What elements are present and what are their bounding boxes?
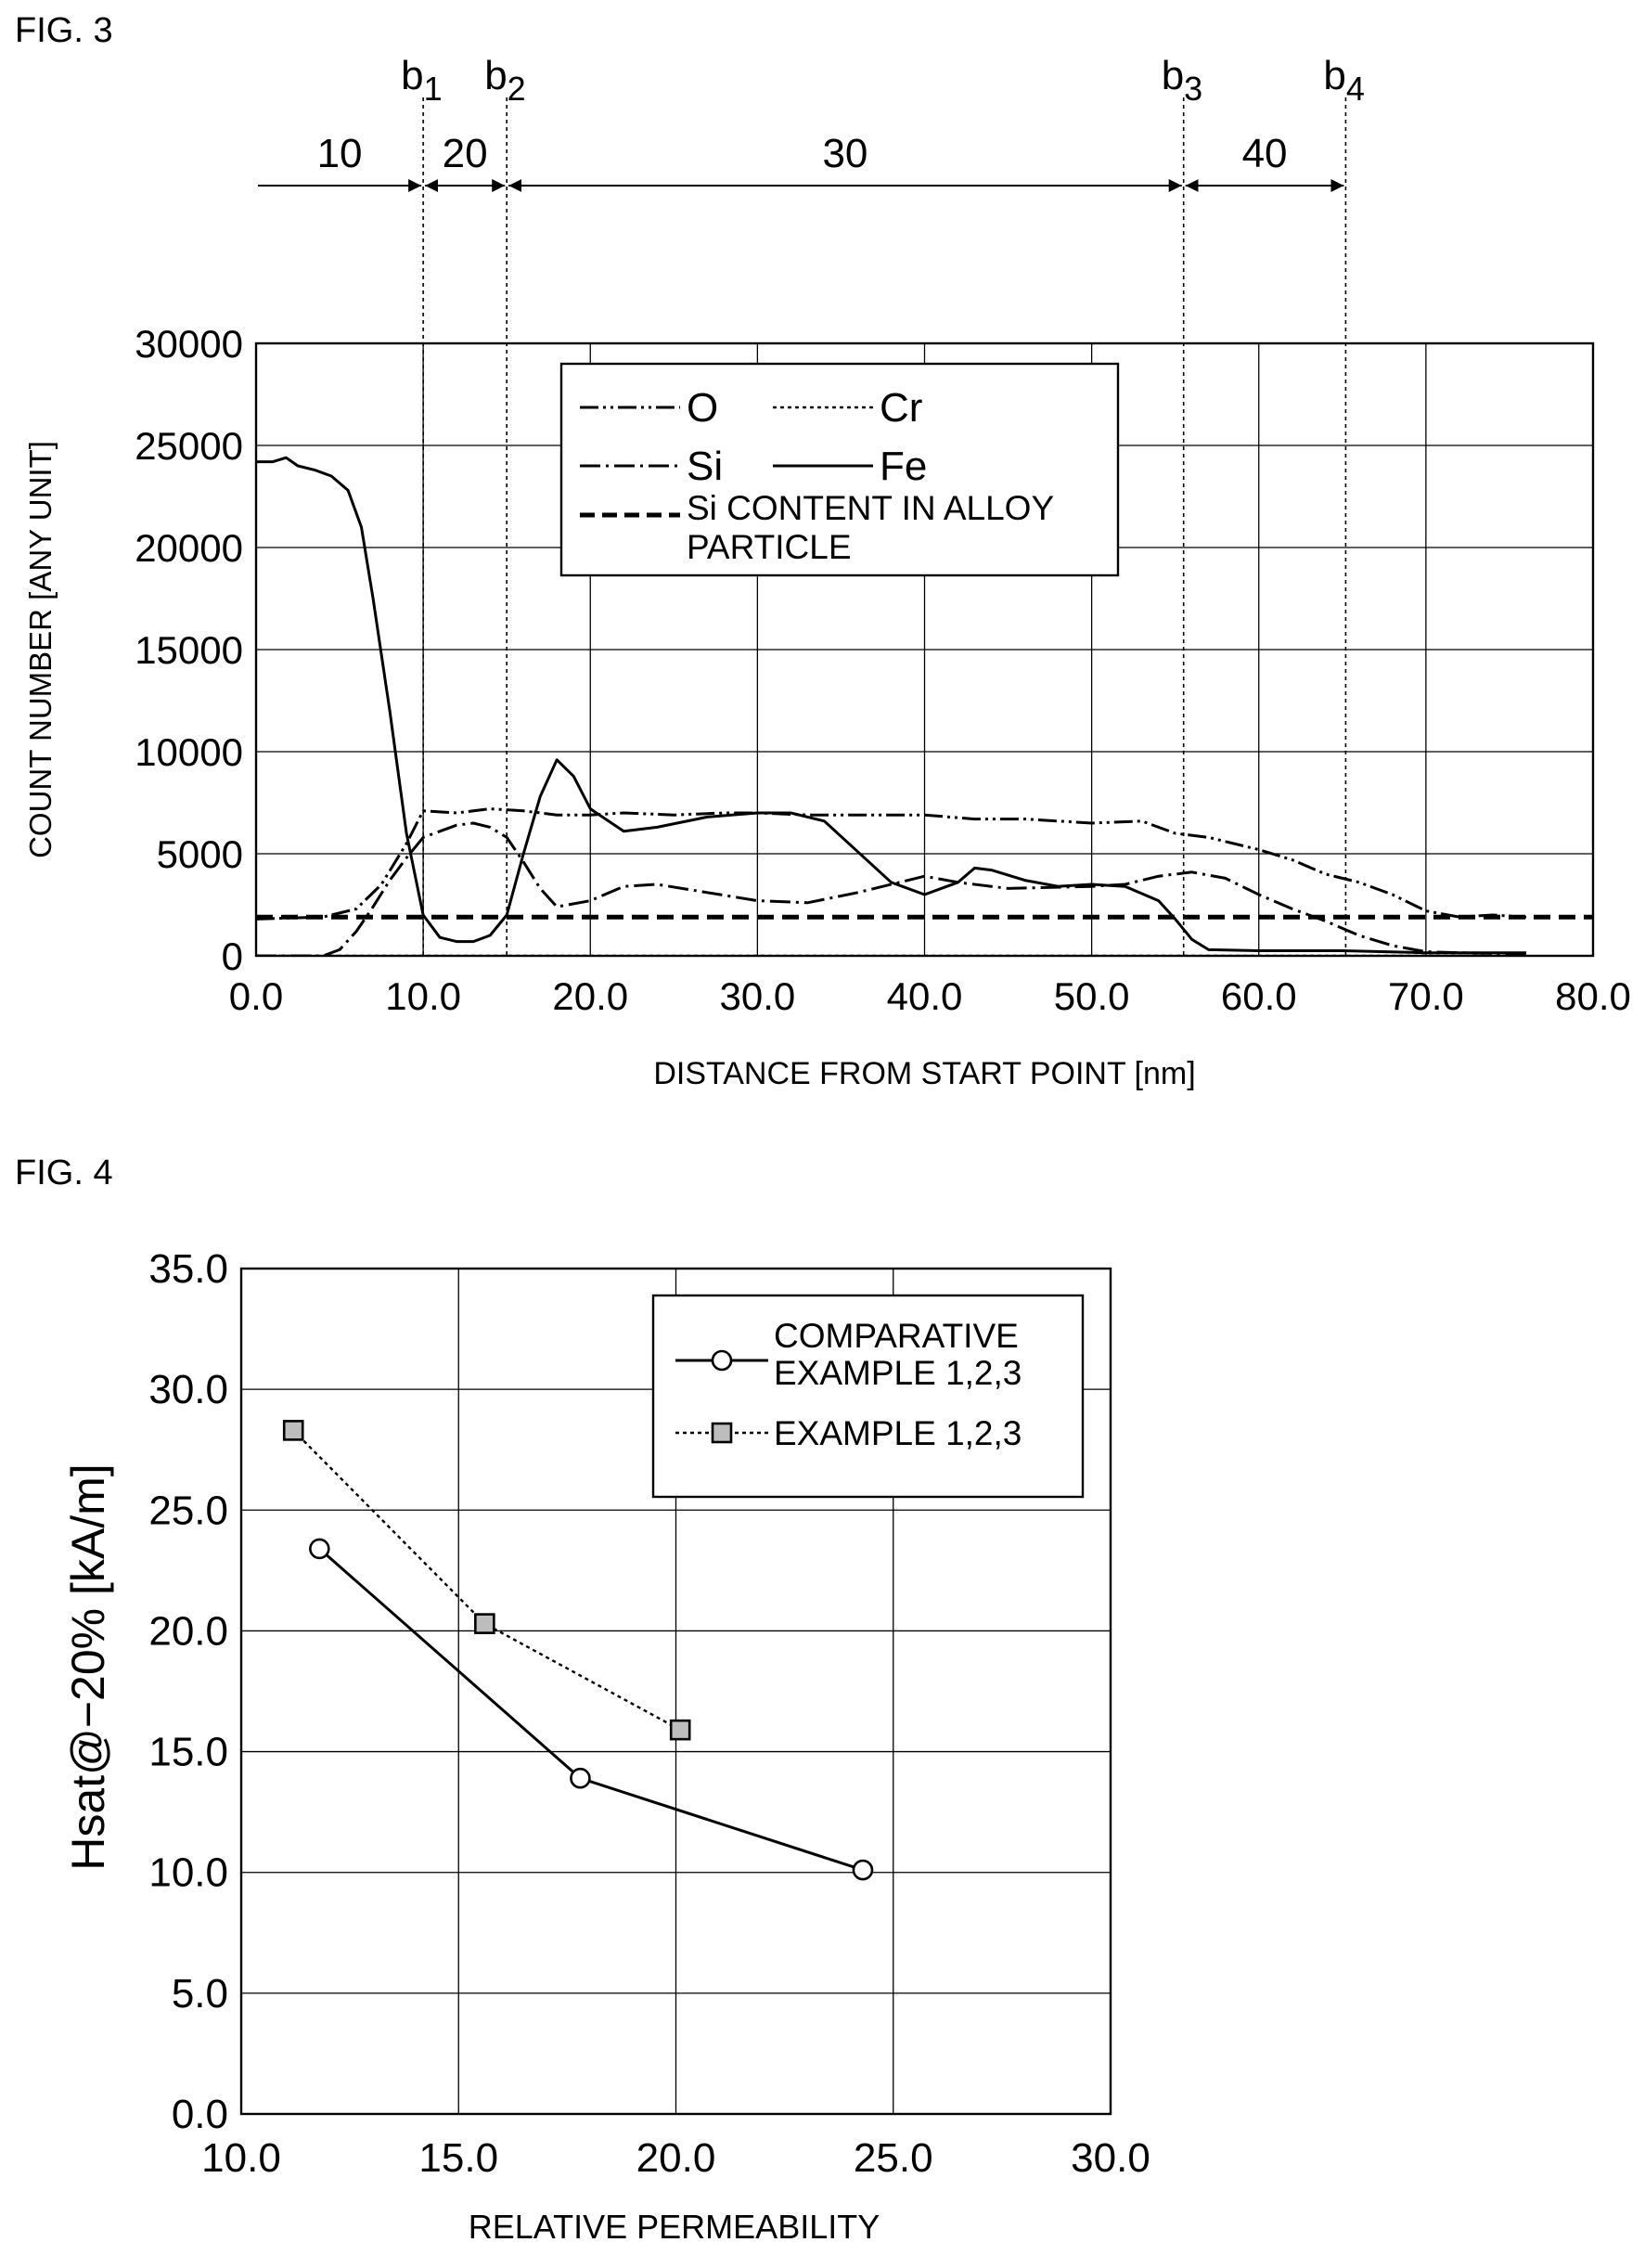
plot-frame [254, 341, 1595, 958]
boundary-label: b2 [484, 53, 526, 108]
legend-box [651, 1294, 1085, 1499]
legend-label-reference-line2: PARTICLE [687, 528, 852, 566]
legend-label-o: O [687, 385, 718, 431]
y-tick-label: 30.0 [148, 1367, 228, 1412]
fig3-chart: 0.0 10.0 20.0 30.0 40.0 50.0 60.0 70.0 80.0 0 5000… [23, 53, 1631, 1091]
legend-label-fe: Fe [880, 444, 927, 489]
series-line-fe [256, 456, 1526, 955]
fig3-label: FIG. 3 [15, 11, 113, 50]
boundary-label: b3 [1162, 53, 1203, 108]
x-tick-label: 25.0 [854, 2135, 933, 2181]
y-tick-label: 15.0 [148, 1730, 228, 1775]
x-tick-label: 10.0 [201, 2135, 281, 2181]
point-comparative [852, 1859, 874, 1881]
y-axis-title: COUNT NUMBER [ANY UNIT] [23, 441, 58, 858]
legend-label-comparative-line2: EXAMPLE 1,2,3 [774, 1354, 1022, 1392]
y-tick-label: 20.0 [148, 1608, 228, 1654]
x-tick-label: 0.0 [229, 974, 283, 1018]
legend-label-reference: Si CONTENT IN ALLOY [687, 489, 1054, 527]
legend-marker-example [711, 1422, 733, 1444]
x-tick-label: 20.0 [552, 974, 628, 1018]
fig4-label: FIG. 4 [15, 1153, 113, 1192]
y-tick-label: 5000 [157, 832, 243, 876]
series-line-example [292, 1429, 681, 1732]
y-axis-title: Hsat@−20% [kA/m] [62, 1463, 114, 1870]
x-tick-label: 20.0 [636, 2135, 716, 2181]
y-tick-label: 25000 [135, 424, 243, 468]
y-tick-label: 0.0 [172, 2092, 228, 2137]
x-axis-title: DISTANCE FROM START POINT [nm] [653, 1056, 1195, 1091]
x-tick-label: 30.0 [720, 974, 796, 1018]
boundary-label: b4 [1323, 53, 1365, 108]
region-label: 20 [443, 131, 488, 176]
x-tick-label: 10.0 [385, 974, 461, 1018]
x-tick-label: 50.0 [1054, 974, 1130, 1018]
x-tick-label: 30.0 [1071, 2135, 1150, 2181]
y-tick-label: 10.0 [148, 1850, 228, 1896]
y-tick-label: 5.0 [172, 1971, 228, 2017]
x-tick-label: 80.0 [1555, 974, 1631, 1018]
y-tick-label: 15000 [135, 628, 243, 672]
y-tick-label: 35.0 [148, 1246, 228, 1292]
x-tick-label: 15.0 [418, 2135, 498, 2181]
legend-box [559, 362, 1120, 577]
legend-label-example: EXAMPLE 1,2,3 [774, 1414, 1022, 1452]
y-tick-label: 25.0 [148, 1488, 228, 1533]
y-tick-label: 0 [222, 934, 243, 978]
region-label: 30 [822, 131, 867, 176]
x-tick-label: 70.0 [1388, 974, 1464, 1018]
point-example [669, 1719, 691, 1741]
point-example [474, 1613, 495, 1634]
fig4-chart: 10.0 15.0 20.0 25.0 30.0 0.0 5.0 10.0 15.0 20.0 25… [62, 1246, 1150, 2246]
point-example [282, 1420, 304, 1441]
legend-label-cr: Cr [880, 385, 922, 431]
series-line-si [256, 821, 1527, 956]
x-tick-label: 40.0 [887, 974, 963, 1018]
y-tick-label: 30000 [135, 322, 243, 366]
boundary-label: b1 [401, 53, 443, 108]
point-comparative [570, 1767, 591, 1789]
series-line-o [256, 807, 1527, 921]
point-comparative [309, 1538, 330, 1560]
legend-marker-comparative [711, 1349, 733, 1372]
x-axis-title: RELATIVE PERMEABILITY [469, 2208, 880, 2246]
region-label: 40 [1242, 131, 1288, 176]
legend-label-si: Si [687, 444, 723, 489]
series-line-comparative [318, 1547, 864, 1872]
y-tick-label: 10000 [135, 730, 243, 774]
x-tick-label: 60.0 [1221, 974, 1297, 1018]
region-label: 10 [317, 131, 363, 176]
legend-label-comparative: COMPARATIVE [774, 1317, 1019, 1355]
plot-frame [239, 1267, 1112, 2116]
y-tick-label: 20000 [135, 526, 243, 570]
